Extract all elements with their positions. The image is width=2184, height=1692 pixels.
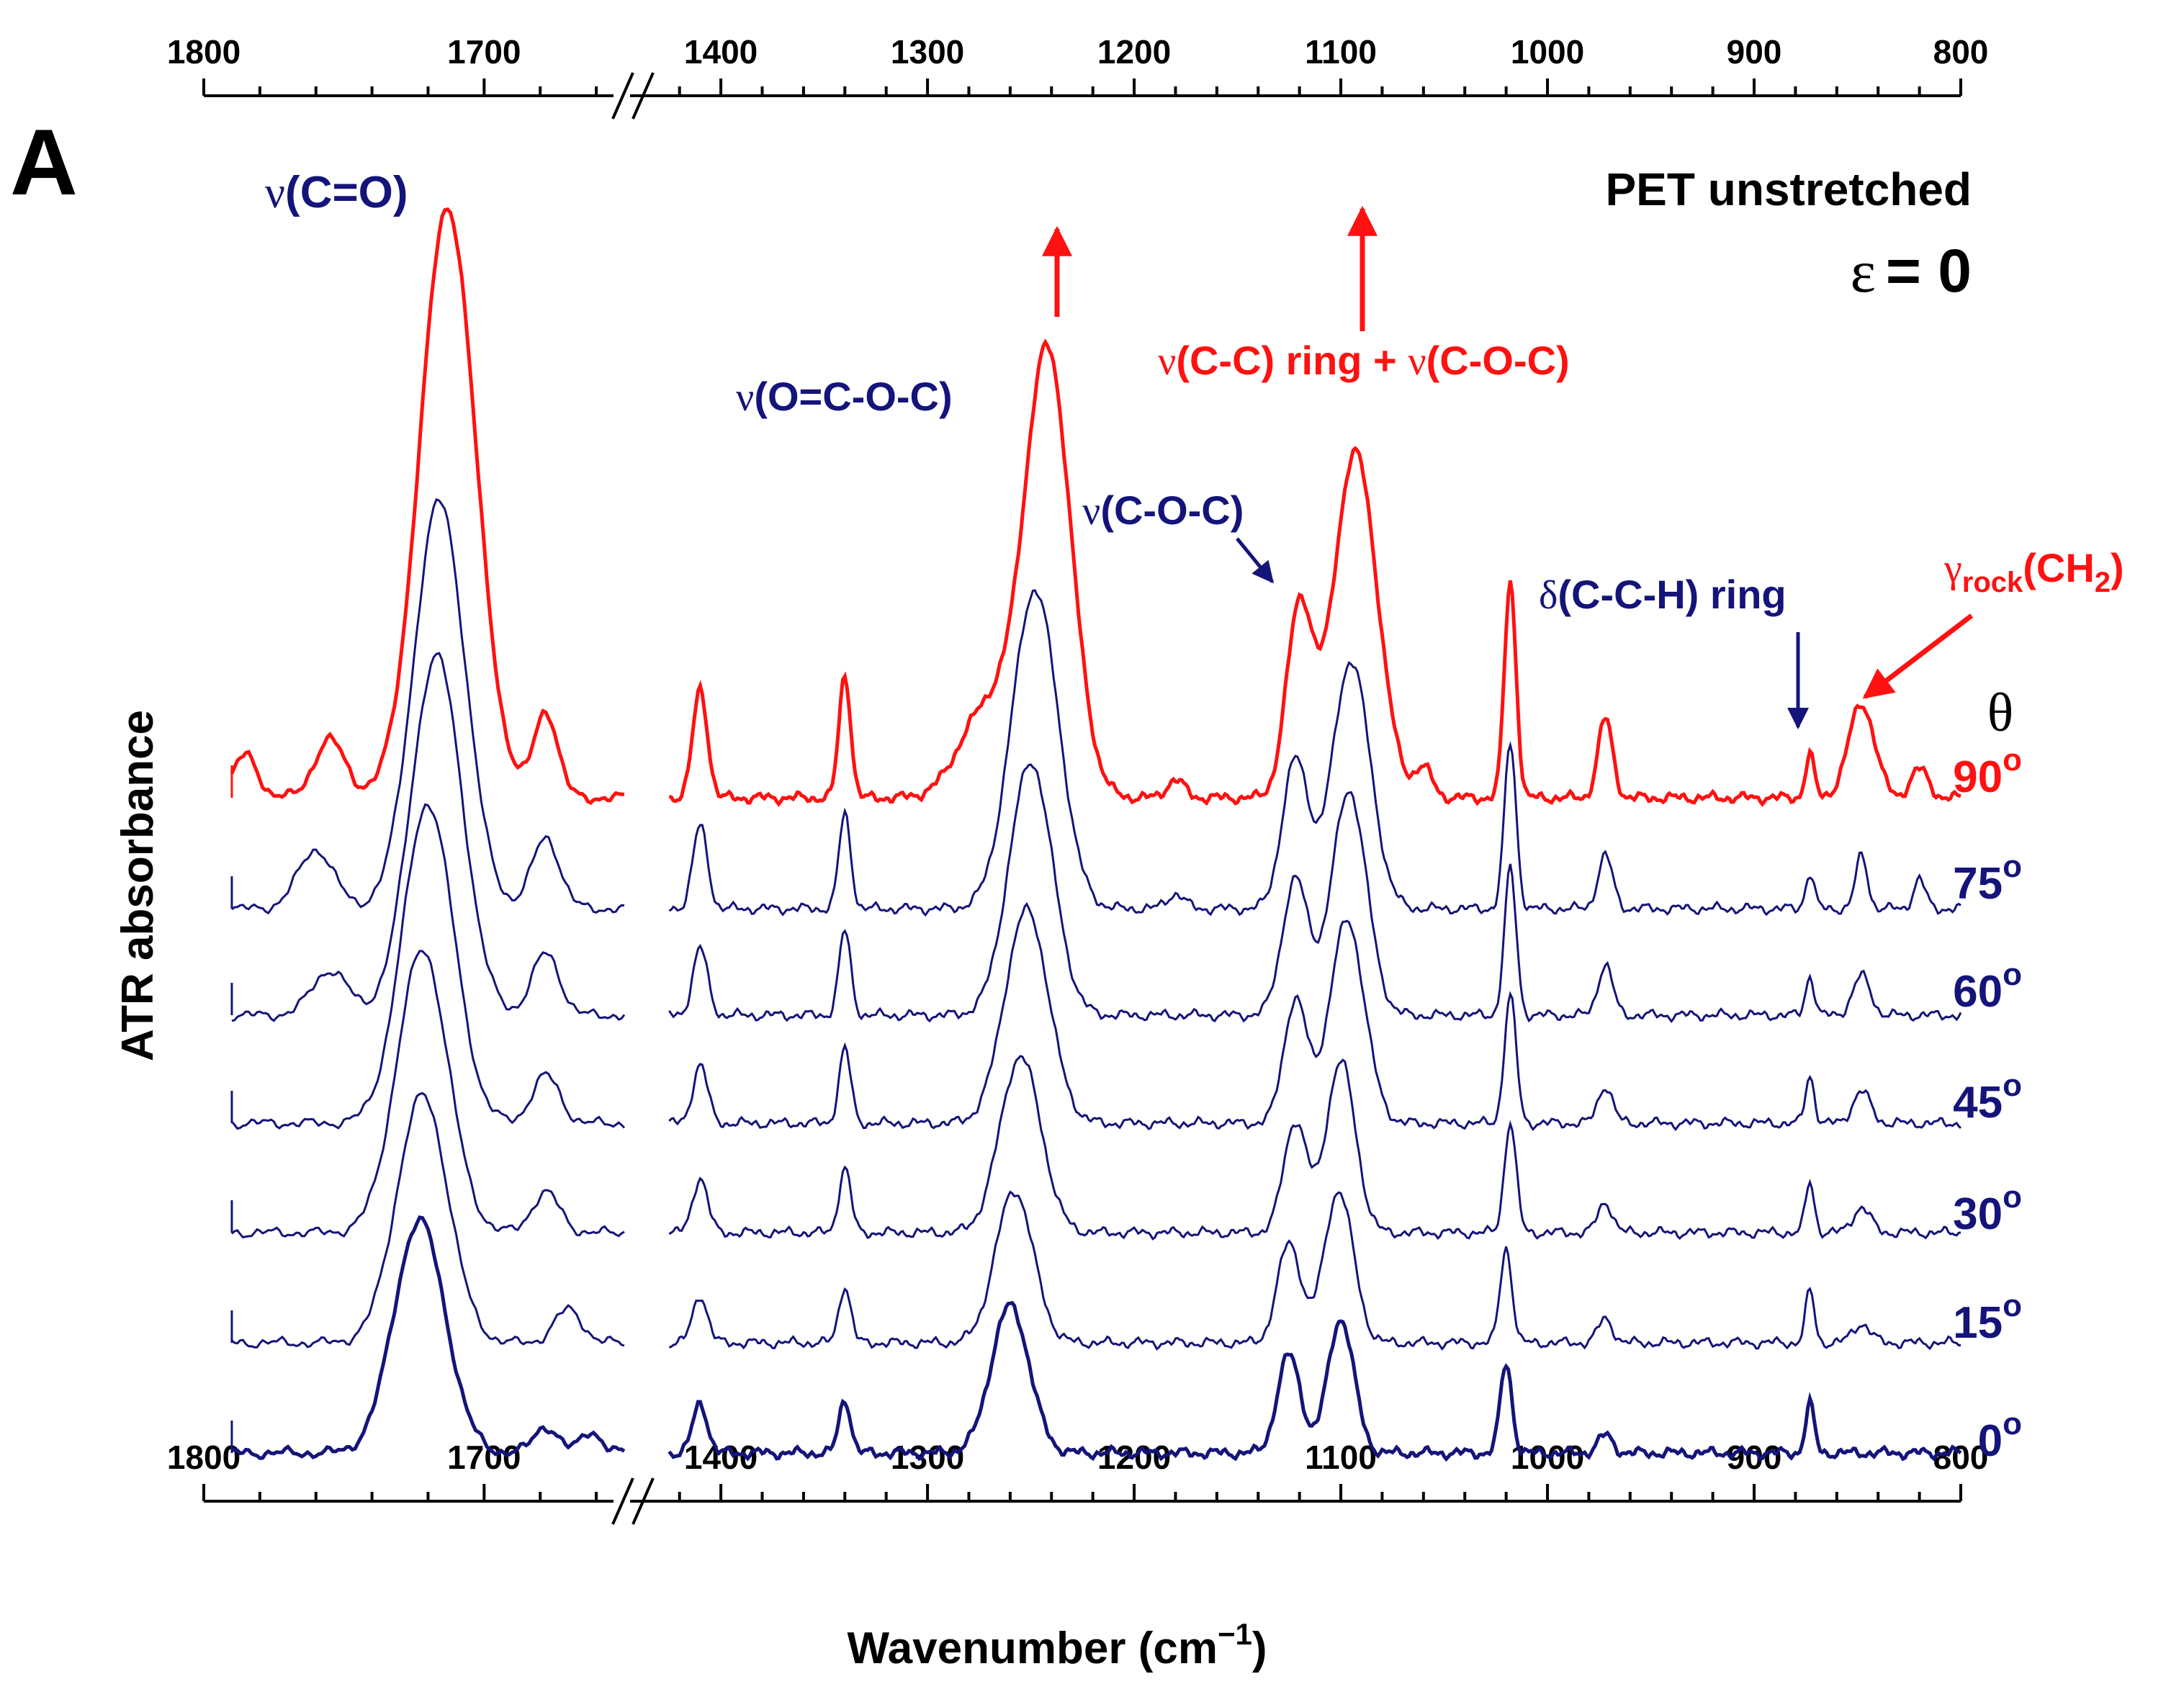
series-line-90-seg2	[668, 338, 1961, 807]
series-label-30: 30o	[1953, 1179, 2022, 1239]
panel-label: A	[10, 109, 78, 215]
series-line-15-seg2	[668, 1190, 1961, 1351]
tick-label: 1300	[891, 1439, 964, 1476]
axis-break-mark	[632, 72, 655, 120]
annotation-cch-symbol: δ	[1539, 573, 1558, 618]
annotation-ester-text: (O=C-O-C)	[754, 374, 952, 419]
tick-label: 800	[1933, 1439, 1989, 1476]
tick-label: 900	[1727, 33, 1782, 71]
tick-label: 1000	[1511, 33, 1584, 71]
annotation-cch: δ(C-C-H) ring	[1539, 572, 1787, 618]
annotation-carbonyl: ν(C=O)	[265, 168, 408, 217]
annotation-ring-symbol-2: ν	[1408, 339, 1426, 384]
x-axis-label-tail: )	[1252, 1624, 1267, 1673]
tick-label: 1400	[684, 33, 758, 71]
tick-label: 1100	[1305, 33, 1377, 71]
annotation-coc-text: (C-O-C)	[1100, 487, 1244, 533]
series-line-75-seg1	[230, 498, 625, 915]
tick-label: 1800	[167, 1439, 241, 1476]
tick-label: 800	[1933, 33, 1989, 71]
annotation-carbonyl-symbol: ν	[265, 168, 285, 217]
series-group	[230, 207, 1962, 1462]
annotation-ring-symbol-1: ν	[1158, 339, 1176, 384]
tick-label: 1100	[1305, 1439, 1377, 1476]
annotation-cch-text: (C-C-H) ring	[1558, 572, 1786, 617]
tick-label: 900	[1727, 1439, 1782, 1476]
x-axis-label: Wavenumber (cm−1)	[847, 1617, 1267, 1673]
annotation-carbonyl-text: (C=O)	[285, 168, 408, 217]
annotation-rock-symbol: γ	[1943, 546, 1962, 591]
series-label-90: 90o	[1953, 742, 2022, 802]
series-line-60-seg1	[231, 652, 626, 1022]
series-line-15-seg1	[230, 1092, 625, 1349]
series-line-0-seg1	[231, 1215, 626, 1460]
annotation-rock-text: (CH	[2023, 545, 2095, 590]
tick-label: 1800	[167, 33, 241, 71]
series-line-90-seg1	[230, 207, 625, 806]
series-line-30-seg1	[230, 950, 625, 1239]
annotation-rock-tail: )	[2111, 545, 2124, 590]
axis-break-mark	[611, 72, 634, 120]
chart-title: PET unstretched	[1605, 163, 1972, 215]
chart-subtitle: ε = 0	[1851, 237, 1972, 305]
series-line-30-seg2	[668, 1055, 1961, 1241]
annotation-ester-symbol: ν	[736, 375, 754, 420]
axis-break-mark	[611, 1477, 634, 1525]
epsilon-symbol: ε	[1851, 238, 1876, 305]
annotation-ring-text-1: (C-C) ring +	[1176, 338, 1408, 383]
annotation-coc: ν(C-O-C)	[1082, 487, 1244, 534]
annotation-ring-cc: ν(C-C) ring + ν(C-O-C)	[1158, 338, 1570, 384]
series-label-0: 0o	[1978, 1406, 2022, 1466]
axis-break-mark	[632, 1477, 655, 1525]
annotation-ester: ν(O=C-O-C)	[736, 374, 953, 420]
series-label-75: 75o	[1953, 849, 2022, 909]
arrow-coc	[1236, 537, 1274, 584]
tick-label: 1200	[1097, 33, 1171, 71]
annotation-rock-sub: rock	[1962, 567, 2023, 598]
series-label-45: 45o	[1953, 1068, 2022, 1128]
epsilon-value: = 0	[1886, 237, 1972, 305]
annotation-rock: γrock(CH2)	[1943, 545, 2124, 598]
series-line-45-seg2	[668, 901, 1962, 1132]
series-line-0-seg2	[668, 1300, 1962, 1462]
tick-label: 1700	[447, 33, 521, 71]
tick-label: 1300	[891, 33, 964, 71]
legend-title: θ	[1987, 683, 2013, 743]
series-line-75-seg2	[668, 589, 1961, 917]
series-labels: 90o 75o 60o 45o 30o 15o 0o	[1953, 742, 2022, 1466]
x-axis-label-main: Wavenumber (cm	[847, 1624, 1218, 1673]
annotation-ring-text-2: (C-O-C)	[1426, 338, 1570, 383]
series-label-60: 60o	[1953, 957, 2022, 1017]
series-line-45-seg1	[230, 803, 626, 1130]
y-axis-label: ATR absorbance	[113, 710, 163, 1061]
annotation-coc-symbol: ν	[1082, 489, 1100, 534]
series-line-60-seg2	[668, 763, 1962, 1023]
x-axis-label-sup: −1	[1218, 1617, 1252, 1651]
series-label-15: 15o	[1953, 1288, 2022, 1348]
top-axis: 1800 1700 1400 1300 1200 1100 1000 900 800	[167, 33, 1989, 120]
arrow-rock	[1862, 613, 1974, 699]
annotation-rock-sub2: 2	[2095, 567, 2111, 598]
